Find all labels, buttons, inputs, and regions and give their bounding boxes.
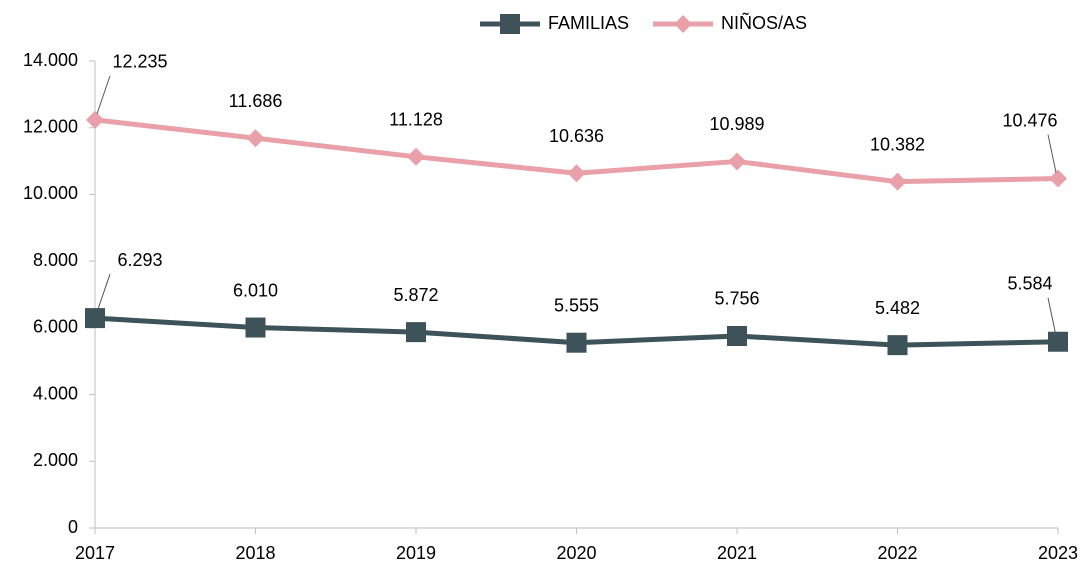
data-label: 5.756	[714, 289, 759, 309]
x-tick-label: 2022	[877, 543, 917, 563]
marker	[406, 322, 426, 343]
data-label: 5.872	[393, 285, 438, 305]
marker	[1049, 169, 1067, 188]
legend-label: FAMILIAS	[548, 13, 629, 33]
y-tick-label: 12.000	[23, 116, 78, 136]
marker	[246, 129, 265, 148]
legend-marker	[500, 14, 520, 34]
marker	[1048, 331, 1068, 352]
x-tick-label: 2020	[556, 543, 596, 563]
y-tick-label: 14.000	[23, 50, 78, 70]
x-tick-label: 2021	[717, 543, 757, 563]
data-label: 5.555	[554, 295, 599, 315]
data-label: 11.128	[389, 110, 443, 130]
marker	[245, 317, 266, 338]
leader-line	[1047, 297, 1057, 336]
y-tick-label: 2.000	[33, 450, 78, 470]
y-tick-label: 0	[68, 517, 78, 537]
y-tick-label: 6.000	[33, 317, 78, 337]
data-label: 10.476	[1002, 110, 1057, 130]
marker	[407, 147, 425, 166]
marker	[85, 308, 105, 329]
x-tick-label: 2023	[1038, 543, 1078, 563]
y-tick-label: 4.000	[33, 383, 78, 403]
marker	[566, 332, 587, 353]
data-label: 5.584	[1007, 273, 1052, 293]
leader-line	[1047, 134, 1057, 173]
marker	[728, 152, 746, 171]
data-label: 10.382	[870, 134, 925, 154]
leader-line	[96, 273, 111, 313]
marker	[888, 172, 907, 191]
data-label: 6.293	[117, 250, 162, 270]
data-label: 11.686	[229, 91, 283, 111]
marker	[567, 164, 586, 183]
leader-line	[96, 75, 111, 115]
marker	[86, 110, 104, 129]
data-label: 10.636	[549, 126, 604, 146]
data-label: 12.235	[112, 52, 167, 72]
data-label: 6.010	[233, 280, 278, 300]
y-tick-label: 10.000	[23, 183, 78, 203]
x-tick-label: 2018	[235, 543, 275, 563]
marker	[887, 335, 908, 356]
marker	[727, 325, 747, 346]
y-tick-label: 8.000	[33, 250, 78, 270]
legend-marker	[674, 15, 693, 33]
x-tick-label: 2019	[396, 543, 436, 563]
data-label: 10.989	[709, 114, 764, 134]
legend-label: NIÑOS/AS	[721, 12, 807, 33]
x-tick-label: 2017	[75, 543, 115, 563]
data-label: 5.482	[875, 298, 920, 318]
